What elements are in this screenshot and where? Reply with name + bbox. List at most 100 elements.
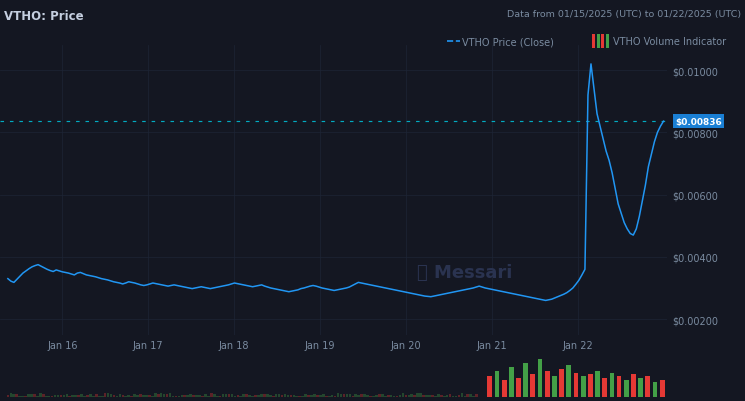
Bar bbox=[284, 394, 286, 397]
Bar bbox=[460, 393, 463, 397]
Bar bbox=[331, 395, 334, 397]
Bar bbox=[45, 396, 48, 397]
Bar bbox=[86, 395, 89, 397]
Bar bbox=[334, 396, 337, 397]
Bar bbox=[225, 394, 227, 397]
Bar bbox=[171, 396, 174, 397]
Bar bbox=[127, 395, 130, 397]
Bar bbox=[239, 396, 242, 397]
Bar bbox=[275, 394, 277, 397]
Bar bbox=[204, 394, 206, 397]
Bar bbox=[293, 395, 295, 397]
Bar bbox=[39, 393, 42, 397]
Bar bbox=[124, 396, 127, 397]
Bar bbox=[69, 396, 71, 397]
Bar bbox=[254, 395, 257, 397]
Bar bbox=[552, 377, 557, 397]
Bar bbox=[387, 395, 390, 397]
Bar bbox=[372, 395, 375, 397]
Bar bbox=[104, 393, 107, 397]
Bar bbox=[201, 396, 204, 397]
Bar bbox=[402, 393, 405, 397]
Bar bbox=[63, 395, 66, 397]
Bar bbox=[48, 396, 51, 397]
Bar bbox=[101, 396, 104, 397]
Bar bbox=[588, 375, 593, 397]
Bar bbox=[660, 380, 665, 397]
Bar bbox=[168, 393, 171, 397]
Bar bbox=[422, 395, 425, 397]
Bar bbox=[437, 395, 440, 397]
Bar bbox=[440, 395, 443, 397]
Bar bbox=[595, 371, 600, 397]
Bar bbox=[222, 394, 224, 397]
Bar bbox=[451, 395, 454, 397]
Bar bbox=[352, 396, 354, 397]
Bar bbox=[413, 395, 416, 397]
Bar bbox=[370, 396, 372, 397]
Bar bbox=[136, 395, 139, 397]
Bar bbox=[160, 393, 162, 397]
Bar bbox=[7, 395, 9, 397]
Bar bbox=[19, 396, 21, 397]
Bar bbox=[322, 394, 325, 397]
Bar bbox=[375, 395, 378, 397]
Bar bbox=[245, 394, 248, 397]
Bar bbox=[195, 395, 198, 397]
Bar bbox=[290, 395, 292, 397]
Bar bbox=[346, 394, 348, 397]
Bar bbox=[121, 395, 124, 397]
Bar bbox=[145, 395, 148, 397]
Bar bbox=[408, 395, 410, 397]
Bar bbox=[80, 394, 83, 397]
Bar bbox=[472, 395, 475, 397]
Bar bbox=[251, 396, 254, 397]
Bar bbox=[545, 371, 550, 397]
Bar bbox=[581, 377, 586, 397]
Bar bbox=[148, 395, 150, 397]
Bar bbox=[133, 393, 136, 397]
Bar bbox=[231, 394, 233, 397]
Bar bbox=[142, 395, 145, 397]
Bar bbox=[501, 380, 507, 397]
Bar bbox=[186, 395, 189, 397]
Bar bbox=[328, 396, 331, 397]
Bar bbox=[66, 395, 68, 397]
Bar bbox=[242, 394, 245, 397]
Bar bbox=[72, 395, 74, 397]
Bar bbox=[559, 369, 564, 397]
Bar bbox=[198, 395, 201, 397]
Bar bbox=[115, 396, 118, 397]
Bar bbox=[487, 377, 492, 397]
Text: VTHO Volume Indicator: VTHO Volume Indicator bbox=[613, 37, 726, 47]
Bar bbox=[305, 394, 307, 397]
Bar bbox=[393, 395, 396, 397]
Bar bbox=[574, 373, 578, 397]
Bar bbox=[272, 396, 274, 397]
Bar bbox=[30, 395, 33, 397]
Bar bbox=[349, 394, 351, 397]
Bar bbox=[457, 395, 460, 397]
Bar bbox=[428, 395, 431, 397]
Bar bbox=[469, 394, 472, 397]
Bar bbox=[454, 396, 457, 397]
Bar bbox=[42, 394, 45, 397]
Bar bbox=[361, 394, 363, 397]
Bar bbox=[325, 395, 328, 397]
Bar bbox=[92, 396, 95, 397]
Bar bbox=[624, 380, 629, 397]
Bar bbox=[299, 396, 301, 397]
Bar bbox=[405, 395, 408, 397]
Bar bbox=[60, 395, 63, 397]
Bar bbox=[216, 396, 218, 397]
Text: 𝓜 Messari: 𝓜 Messari bbox=[417, 264, 513, 282]
Bar bbox=[77, 395, 80, 397]
Bar bbox=[566, 365, 571, 397]
Bar bbox=[107, 393, 110, 397]
Bar bbox=[36, 396, 39, 397]
Bar bbox=[384, 396, 387, 397]
Bar bbox=[151, 396, 153, 397]
Bar bbox=[431, 395, 434, 397]
Bar bbox=[54, 395, 57, 397]
Bar bbox=[419, 393, 422, 397]
